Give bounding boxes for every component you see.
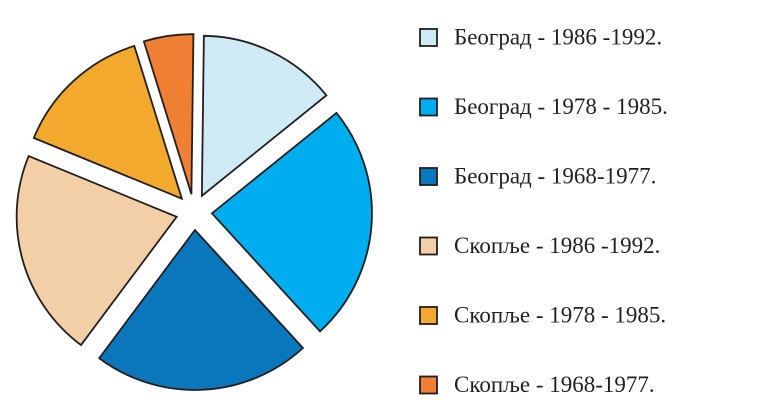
legend-label: Београд - 1978 - 1985. xyxy=(454,94,668,119)
pie-slice xyxy=(200,34,328,198)
legend-label: Београд - 1968-1977. xyxy=(454,163,656,188)
pie-slice xyxy=(15,154,179,347)
legend-swatch xyxy=(419,236,438,256)
pie-slice xyxy=(210,111,373,333)
legend-label: Скопље - 1978 - 1985. xyxy=(454,302,666,327)
pie-slice xyxy=(142,33,195,195)
pie-slice xyxy=(32,44,184,201)
legend-label: Скопље - 1986 -1992. xyxy=(454,233,660,258)
legend-label: Београд - 1986 -1992. xyxy=(454,24,662,49)
legend-swatch xyxy=(419,97,438,117)
legend-swatch xyxy=(419,375,438,395)
legend-swatch xyxy=(419,28,438,47)
legend-label: Скопље - 1968-1977. xyxy=(454,372,655,397)
legend-swatch xyxy=(419,167,438,186)
legend-swatch xyxy=(419,306,438,325)
pie-slice xyxy=(97,228,305,391)
